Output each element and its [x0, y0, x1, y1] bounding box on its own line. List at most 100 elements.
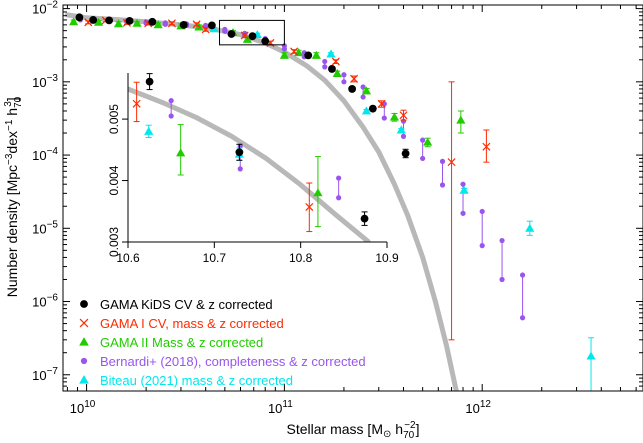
point-gama0-2: [105, 16, 114, 25]
point-gama1-7: [240, 31, 249, 40]
ytick-label-2: 10−4: [32, 146, 58, 163]
point-biteau4-6: [525, 223, 535, 232]
point-gama0-8: [248, 32, 257, 41]
point-gama2-3: [132, 18, 142, 27]
point-biteau4-5: [459, 185, 469, 194]
y-axis-label: Number density [Mpc−3dex−1 h703]: [3, 96, 24, 297]
point-bernardi3-13: [322, 64, 328, 70]
point-gama0-0: [75, 13, 84, 22]
point-gama2-0: [69, 17, 79, 26]
point-gama1-11: [350, 74, 359, 83]
point-gama1-10: [331, 57, 340, 66]
inset-ytick-label-2: 0.005: [107, 104, 121, 134]
point-bernardi3-8: [222, 28, 228, 34]
point-gama2-14: [389, 112, 400, 121]
point-inset-s1-1: [305, 202, 314, 211]
point-gama2-11: [311, 50, 321, 59]
point-bernardi3-16: [381, 115, 387, 121]
main-frame: [62, 4, 643, 392]
point-biteau4-3: [361, 106, 372, 115]
point-inset-s0-2: [360, 214, 369, 223]
point-gama2-4: [153, 20, 163, 29]
legend-marker-2: [79, 337, 89, 346]
point-gama0-6: [207, 21, 216, 30]
inset-xtick-label-3: 10.9: [375, 251, 399, 265]
point-gama0-1: [89, 16, 98, 24]
point-gama1-6: [201, 25, 210, 34]
point-bernardi3-alt-14: [341, 72, 347, 78]
legend-label-1: GAMA I CV, mass & z corrected: [100, 316, 284, 331]
ytick-label-1: 10−3: [32, 73, 58, 90]
point-bernardi3-21: [479, 243, 485, 249]
point-gama0-3: [125, 16, 134, 25]
point-gama2-16: [456, 115, 466, 124]
inset-series-layer: [132, 73, 369, 233]
point-gama2-15: [423, 137, 433, 146]
legend-marker-3: [80, 357, 88, 365]
point-inset-s2-0: [176, 148, 186, 157]
point-bernardi3-19: [439, 182, 446, 188]
point-bernardi3-alt-13: [322, 58, 328, 65]
point-gama2-9: [279, 50, 289, 59]
xtick-label-2: 1012: [465, 399, 491, 416]
point-gama2-2: [113, 19, 124, 28]
ytick-label-0: 10−2: [32, 0, 58, 17]
point-gama0-4: [148, 17, 157, 26]
legend-label-0: GAMA KiDS CV & z corrected: [100, 297, 273, 312]
inset-xtick-label-1: 10.7: [203, 251, 227, 265]
point-gama0-10: [304, 51, 313, 60]
point-biteau4-2: [326, 49, 336, 58]
point-inset-s0-1: [235, 148, 244, 157]
point-gama0-13: [368, 104, 377, 113]
point-bernardi3-alt-18: [420, 137, 426, 143]
legend-label-3: Bernardi+ (2018), completeness & z corre…: [100, 354, 366, 369]
point-bernardi3-alt-20: [460, 181, 466, 187]
point-gama0-7: [227, 30, 236, 38]
point-inset-s0-0: [145, 77, 154, 86]
inset-xtick-label-0: 10.6: [116, 251, 140, 265]
inset-panel: 10.6 10.7 10.8 10.9 0.003 0.004 0.005: [107, 73, 399, 265]
axis-labels: Stellar mass [M⊙ h70−2] Number density [M…: [3, 96, 419, 441]
ytick-label-5: 10−7: [32, 366, 58, 383]
point-gama1-5: [192, 20, 201, 29]
point-inset-s3-0: [168, 113, 174, 119]
point-bernardi3-15: [360, 94, 366, 100]
point-gama0-12: [348, 85, 357, 93]
point-gama1-14: [447, 158, 456, 167]
x-axis-label: Stellar mass [M⊙ h70−2]: [287, 420, 420, 441]
point-bernardi3-17: [400, 133, 407, 139]
point-gama1-12: [377, 99, 386, 108]
point-bernardi3-alt-21: [479, 208, 485, 215]
main-axes-layer: 1010 1011 1012 10−2 10−3 10−4 10−5 10−6 10−7: [32, 0, 643, 416]
point-inset-s3-alt-2: [336, 175, 342, 181]
point-gama0-5: [179, 20, 188, 29]
point-inset-s1-0: [132, 99, 141, 108]
point-gama2-13: [361, 86, 372, 95]
point-gama1-9: [290, 47, 299, 56]
point-gama1-13: [399, 111, 408, 120]
point-inset-s3-alt-0: [168, 98, 174, 104]
point-inset-s3-2: [336, 195, 342, 201]
point-bernardi3-alt-22: [499, 237, 505, 244]
zoom-box-layer: [219, 19, 285, 46]
point-gama1-4: [167, 19, 176, 28]
point-bernardi3-18: [420, 155, 426, 162]
legend: GAMA KiDS CV & z corrected GAMA I CV, mas…: [79, 297, 366, 388]
point-bernardi3-alt-23: [519, 272, 526, 278]
inset-ytick-label-1: 0.004: [107, 165, 121, 195]
point-biteau4-7: [586, 351, 596, 360]
point-bernardi3-22: [499, 276, 505, 283]
point-gama1-15: [482, 142, 491, 151]
point-gama0-14: [401, 149, 410, 158]
legend-marker-0: [80, 300, 88, 308]
ytick-label-4: 10−6: [32, 293, 58, 310]
legend-marker-4: [79, 375, 89, 384]
ytick-label-3: 10−5: [32, 219, 58, 236]
inset-model-curve: [128, 86, 371, 242]
main-series-layer: [69, 13, 596, 391]
legend-label-2: GAMA II Mass & z corrected: [100, 335, 263, 350]
point-gama0-9: [261, 37, 270, 45]
inset-xtick-label-2: 10.8: [289, 251, 313, 265]
point-inset-s3-1: [237, 166, 243, 172]
